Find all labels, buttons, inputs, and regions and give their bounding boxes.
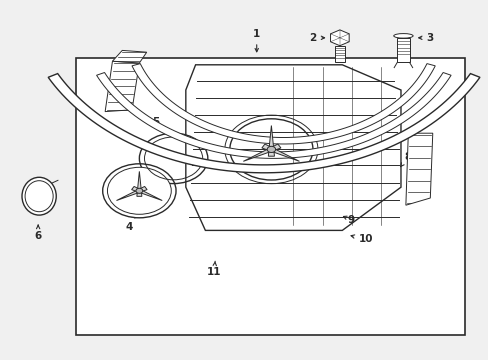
- Text: 8: 8: [400, 152, 411, 167]
- Polygon shape: [112, 50, 146, 63]
- Polygon shape: [96, 72, 450, 158]
- Polygon shape: [137, 171, 142, 196]
- Text: 6: 6: [35, 225, 41, 241]
- Ellipse shape: [393, 33, 412, 38]
- Polygon shape: [48, 73, 479, 173]
- Text: 1: 1: [253, 29, 260, 52]
- Circle shape: [102, 164, 176, 218]
- Bar: [76, 58, 464, 335]
- Text: 5: 5: [152, 117, 163, 132]
- Text: 7: 7: [121, 71, 135, 81]
- Text: 9: 9: [343, 215, 354, 225]
- Text: 10: 10: [350, 234, 372, 244]
- Text: 4: 4: [125, 214, 135, 232]
- Polygon shape: [185, 65, 400, 230]
- Text: 11: 11: [206, 261, 221, 277]
- Circle shape: [136, 188, 142, 193]
- Polygon shape: [405, 133, 432, 205]
- Ellipse shape: [22, 177, 56, 215]
- Polygon shape: [105, 61, 139, 112]
- Polygon shape: [243, 144, 280, 161]
- Circle shape: [107, 167, 171, 214]
- Circle shape: [266, 146, 275, 153]
- Polygon shape: [262, 144, 299, 161]
- Polygon shape: [131, 186, 162, 201]
- Bar: [334, 46, 344, 62]
- Polygon shape: [330, 30, 348, 46]
- Polygon shape: [116, 186, 147, 201]
- Polygon shape: [132, 64, 434, 144]
- Ellipse shape: [25, 181, 53, 212]
- Text: 2: 2: [309, 33, 324, 43]
- Polygon shape: [268, 126, 274, 156]
- Bar: [396, 38, 409, 62]
- Text: 3: 3: [418, 33, 433, 43]
